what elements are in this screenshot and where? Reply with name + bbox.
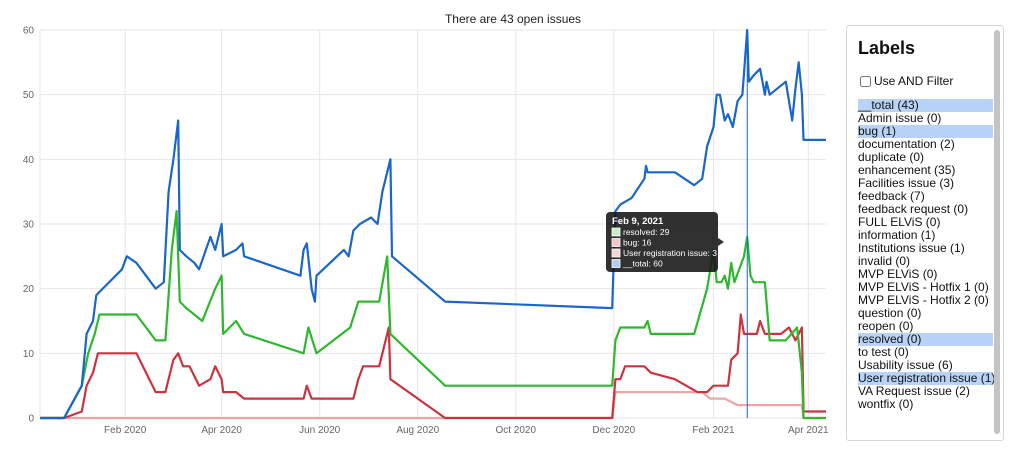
- tooltip-swatch: [611, 248, 621, 258]
- x-tick-label: Apr 2021: [788, 425, 829, 436]
- tooltip-date: Feb 9, 2021: [612, 216, 664, 227]
- x-tick-label: Feb 2021: [692, 425, 735, 436]
- and-filter-label: Use AND Filter: [874, 74, 954, 88]
- label-item[interactable]: resolved (0): [858, 333, 993, 346]
- chart-series: [40, 28, 826, 420]
- label-item[interactable]: MVP ELViS (0): [858, 267, 938, 281]
- label-item[interactable]: documentation (2): [858, 137, 955, 151]
- tooltip-line: resolved: 29: [623, 227, 670, 237]
- label-item[interactable]: reopen (0): [858, 319, 914, 333]
- label-item[interactable]: Admin issue (0): [858, 111, 942, 125]
- tooltip-swatch: [611, 259, 621, 268]
- chart-axes: 0 10 20 30 40 50 60 Feb 2020 Apr 2020 Jun 2020 Aug…: [23, 26, 829, 437]
- x-tick-label: Aug 2020: [396, 425, 439, 436]
- label-item[interactable]: bug (1): [858, 125, 993, 138]
- tooltip-swatch: [611, 227, 621, 237]
- label-item[interactable]: wontfix (0): [858, 397, 914, 411]
- chart-title: There are 43 open issues: [445, 12, 581, 26]
- label-item[interactable]: invalid (0): [858, 254, 911, 268]
- and-filter-checkbox[interactable]: [860, 75, 871, 87]
- labels-scrollbar[interactable]: [994, 30, 1000, 434]
- y-tick-label: 50: [23, 90, 35, 101]
- y-tick-label: 40: [23, 155, 35, 166]
- label-item[interactable]: question (0): [858, 306, 922, 320]
- and-filter-toggle[interactable]: Use AND Filter: [858, 73, 993, 89]
- label-list: __total (43) Admin issue (0) bug (1) docume…: [858, 99, 996, 411]
- series-line-bug: [40, 313, 826, 420]
- label-item[interactable]: feedback (7): [858, 189, 925, 203]
- label-item[interactable]: MVP ELViS - Hotfix 2 (0): [858, 293, 989, 307]
- labels-panel: Labels Use AND Filter __total (43) Admin …: [846, 25, 1004, 441]
- issues-line-chart: There are 43 open issues 0 10 20 30 40 50 60 Fe…: [23, 12, 829, 437]
- tooltip-line: bug: 16: [623, 238, 652, 248]
- label-item[interactable]: User registration issue (1): [858, 371, 996, 385]
- label-item[interactable]: enhancement (35): [858, 163, 956, 177]
- y-tick-label: 20: [23, 284, 35, 295]
- tooltip-line: User registration issue: 3: [623, 248, 717, 258]
- y-tick-label: 10: [23, 349, 35, 360]
- tooltip-line: __total: 60: [622, 259, 663, 269]
- label-item[interactable]: FULL ELViS (0): [858, 215, 941, 229]
- label-item[interactable]: to test (0): [858, 345, 909, 359]
- y-tick-label: 60: [23, 26, 35, 37]
- tooltip-caret: [718, 238, 724, 246]
- labels-title: Labels: [858, 38, 916, 58]
- label-item[interactable]: VA Request issue (2): [858, 384, 970, 398]
- y-tick-label: 0: [28, 414, 34, 425]
- x-tick-label: Apr 2020: [201, 425, 242, 436]
- tooltip-box: [606, 212, 718, 272]
- label-item[interactable]: Institutions issue (1): [858, 241, 965, 255]
- series-line-user-registration-issue: [40, 391, 826, 420]
- x-tick-label: Dec 2020: [592, 425, 635, 436]
- label-item[interactable]: Facilities issue (3): [858, 176, 955, 190]
- x-tick-label: Feb 2020: [104, 425, 147, 436]
- tooltip-swatch: [611, 238, 621, 247]
- label-item[interactable]: information (1): [858, 228, 936, 242]
- x-tick-label: Oct 2020: [495, 425, 536, 436]
- label-item[interactable]: duplicate (0): [858, 150, 925, 164]
- label-item[interactable]: MVP ELViS - Hotfix 1 (0): [858, 280, 989, 294]
- label-item[interactable]: feedback request (0): [858, 202, 969, 216]
- y-tick-label: 30: [23, 220, 35, 231]
- x-tick-label: Jun 2020: [299, 425, 341, 436]
- label-item[interactable]: __total (43): [858, 99, 993, 112]
- label-item[interactable]: Usability issue (6): [858, 358, 953, 372]
- series-line-total: [40, 28, 826, 420]
